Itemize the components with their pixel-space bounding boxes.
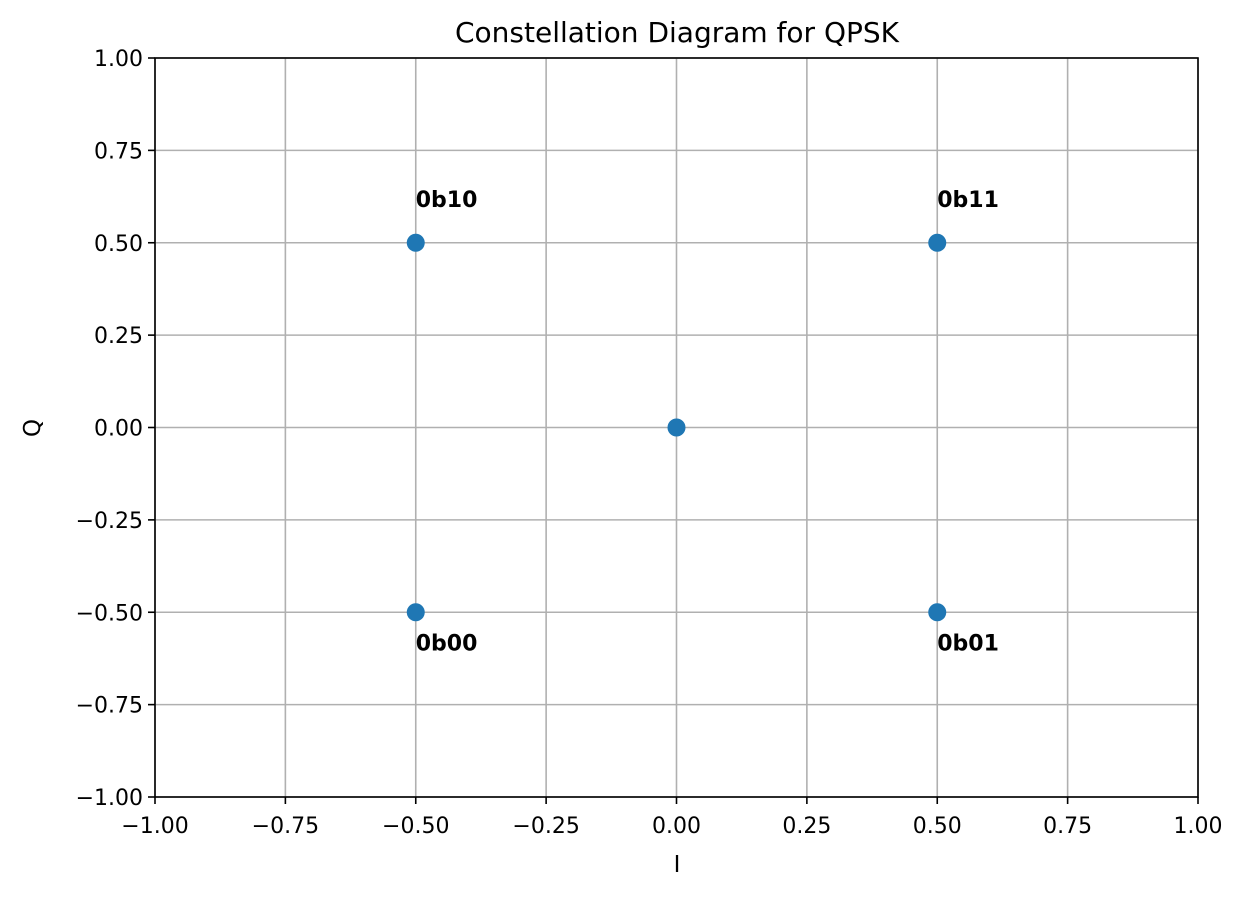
y-tick-label: −0.75: [76, 694, 143, 719]
point-labels: 0b00 0b01 0b10 0b11: [416, 188, 999, 657]
y-axis-label: Q: [20, 419, 46, 437]
data-point: [406, 603, 425, 622]
data-point: [928, 233, 947, 252]
x-tick-label: 0.75: [1043, 814, 1092, 839]
x-tick-label: −0.75: [252, 814, 319, 839]
chart-title: Constellation Diagram for QPSK: [455, 16, 900, 49]
point-label: 0b10: [416, 188, 478, 213]
point-label: 0b01: [937, 631, 999, 656]
y-tick-label: 1.00: [94, 47, 143, 72]
y-tick-label: −0.50: [76, 601, 143, 626]
y-tick-label: 0.75: [94, 139, 143, 164]
point-label: 0b11: [937, 188, 999, 213]
x-tick-label: 0.50: [913, 814, 962, 839]
point-label: 0b00: [416, 631, 478, 656]
x-tick-label: −0.50: [382, 814, 449, 839]
data-point: [928, 603, 947, 622]
y-tick-label: 0.00: [94, 417, 143, 442]
data-point: [406, 233, 425, 252]
x-tick-label: 0.25: [782, 814, 831, 839]
x-tick-label: 0.00: [652, 814, 701, 839]
y-tick-label: 0.25: [94, 324, 143, 349]
y-tick-label: 0.50: [94, 232, 143, 257]
x-tick-label: −0.25: [512, 814, 579, 839]
x-tick-label: 1.00: [1174, 814, 1223, 839]
data-points: [406, 233, 947, 622]
x-tick-label: −1.00: [121, 814, 188, 839]
x-axis-label: I: [674, 852, 681, 878]
data-point: [667, 418, 686, 437]
y-tick-label: −1.00: [76, 786, 143, 811]
axis-ticks: −1.00 −0.75 −0.50 −0.25 0.00 0.25 0.50 0.75 1.00…: [76, 47, 1223, 839]
plot-frame: [154, 57, 1199, 798]
y-tick-label: −0.25: [76, 509, 143, 534]
